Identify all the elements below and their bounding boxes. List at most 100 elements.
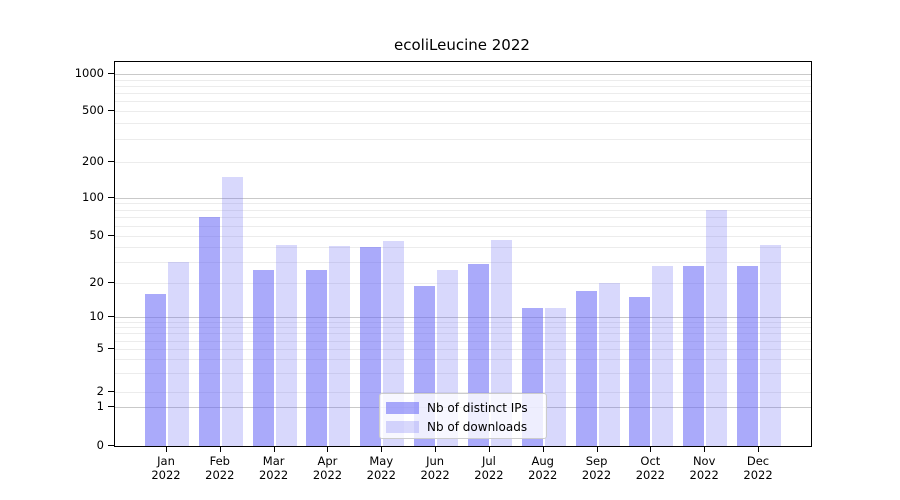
- chart-title: ecoliLeucine 2022: [394, 36, 530, 54]
- x-tick-mark: [273, 446, 275, 452]
- x-tick-mark: [381, 446, 383, 452]
- minor-gridline: [115, 79, 811, 81]
- y-tick-label: 500: [82, 103, 104, 117]
- x-tick-mark: [704, 446, 706, 452]
- bar-downloads: [598, 283, 620, 446]
- y-tick-label: 0: [96, 437, 104, 452]
- bar-distinct-ips: [252, 269, 274, 446]
- x-tick-mark: [435, 446, 437, 452]
- bar-distinct-ips: [198, 217, 220, 446]
- minor-gridline: [115, 123, 811, 125]
- x-tick-label: Jun 2022: [420, 453, 450, 483]
- y-tick-label: 50: [89, 228, 104, 242]
- y-tick-mark: [108, 406, 114, 407]
- major-gridline: [115, 197, 811, 199]
- bar-downloads: [275, 244, 297, 446]
- x-tick-label: Apr 2022: [312, 453, 343, 483]
- y-tick-mark: [108, 161, 114, 162]
- y-tick-mark: [108, 235, 114, 236]
- minor-gridline: [115, 349, 811, 350]
- bar-downloads: [221, 176, 243, 446]
- minor-gridline: [115, 247, 811, 249]
- x-tick-label: Mar 2022: [258, 453, 289, 483]
- minor-gridline: [115, 139, 811, 141]
- minor-gridline: [115, 111, 811, 112]
- legend-item-distinct-ips: Nb of distinct IPs: [386, 398, 540, 417]
- bar-distinct-ips: [683, 265, 705, 446]
- major-gridline: [115, 317, 811, 318]
- y-tick-mark: [108, 391, 114, 392]
- minor-gridline: [115, 93, 811, 95]
- legend-swatch-downloads: [386, 420, 419, 433]
- y-tick-label: 1000: [74, 66, 104, 80]
- x-tick-mark: [542, 446, 544, 452]
- bar-downloads: [652, 265, 674, 446]
- y-tick-label: 10: [89, 309, 104, 323]
- x-tick-label: Sep 2022: [581, 453, 612, 483]
- x-tick-label: Jul 2022: [474, 453, 504, 483]
- legend-item-downloads: Nb of downloads: [386, 417, 540, 436]
- minor-gridline: [115, 225, 811, 227]
- x-tick-mark: [488, 446, 490, 452]
- bar-downloads: [168, 262, 189, 446]
- x-tick-label: May 2022: [366, 453, 396, 483]
- x-tick-label: Oct 2022: [635, 453, 666, 483]
- bar-distinct-ips: [575, 290, 597, 446]
- bar-distinct-ips: [629, 297, 651, 446]
- y-tick-label: 100: [82, 189, 104, 204]
- x-tick-mark: [166, 446, 167, 452]
- minor-gridline: [115, 85, 811, 87]
- x-tick-mark: [596, 446, 598, 452]
- y-tick-mark: [108, 196, 114, 198]
- x-tick-label: Dec 2022: [743, 453, 773, 483]
- x-tick-mark: [219, 446, 221, 452]
- x-tick-mark: [758, 446, 760, 452]
- bar-distinct-ips: [360, 247, 382, 446]
- minor-gridline: [115, 359, 811, 361]
- y-tick-mark: [108, 282, 114, 283]
- legend-label-distinct-ips: Nb of distinct IPs: [427, 400, 528, 415]
- minor-gridline: [115, 327, 811, 329]
- minor-gridline: [115, 392, 811, 393]
- minor-gridline: [115, 283, 811, 284]
- y-tick-label: 20: [89, 275, 104, 289]
- y-tick-mark: [108, 73, 114, 74]
- bar-distinct-ips: [306, 269, 328, 446]
- bar-downloads: [706, 209, 728, 446]
- minor-gridline: [115, 217, 811, 219]
- x-tick-label: Aug 2022: [528, 453, 558, 483]
- y-tick-label: 1: [96, 399, 104, 413]
- bar-distinct-ips: [145, 293, 166, 446]
- x-tick-mark: [327, 446, 329, 452]
- minor-gridline: [115, 321, 811, 323]
- y-tick-label: 200: [82, 154, 104, 168]
- y-tick-mark: [108, 444, 114, 446]
- minor-gridline: [115, 340, 811, 342]
- bar-distinct-ips: [737, 265, 759, 446]
- minor-gridline: [115, 101, 811, 103]
- minor-gridline: [115, 333, 811, 335]
- y-tick-label: 2: [96, 384, 104, 398]
- major-gridline: [115, 74, 811, 75]
- y-tick-label: 5: [96, 341, 104, 355]
- minor-gridline: [115, 262, 811, 264]
- bar-downloads: [329, 246, 351, 446]
- minor-gridline: [115, 162, 811, 163]
- legend: Nb of distinct IPs Nb of downloads: [379, 393, 547, 439]
- minor-gridline: [115, 209, 811, 211]
- x-tick-label: Jan 2022: [151, 453, 181, 483]
- x-tick-label: Feb 2022: [205, 453, 235, 483]
- legend-swatch-distinct-ips: [386, 401, 419, 414]
- y-tick-mark: [108, 110, 114, 111]
- plot-area: Nb of distinct IPs Nb of downloads: [114, 61, 812, 447]
- legend-label-downloads: Nb of downloads: [427, 419, 528, 434]
- minor-gridline: [115, 236, 811, 237]
- bar-downloads: [760, 244, 782, 446]
- x-tick-mark: [650, 446, 652, 452]
- minor-gridline: [115, 372, 811, 374]
- minor-gridline: [115, 203, 811, 205]
- y-tick-mark: [108, 348, 114, 349]
- x-tick-label: Nov 2022: [689, 453, 719, 483]
- y-tick-mark: [108, 316, 114, 317]
